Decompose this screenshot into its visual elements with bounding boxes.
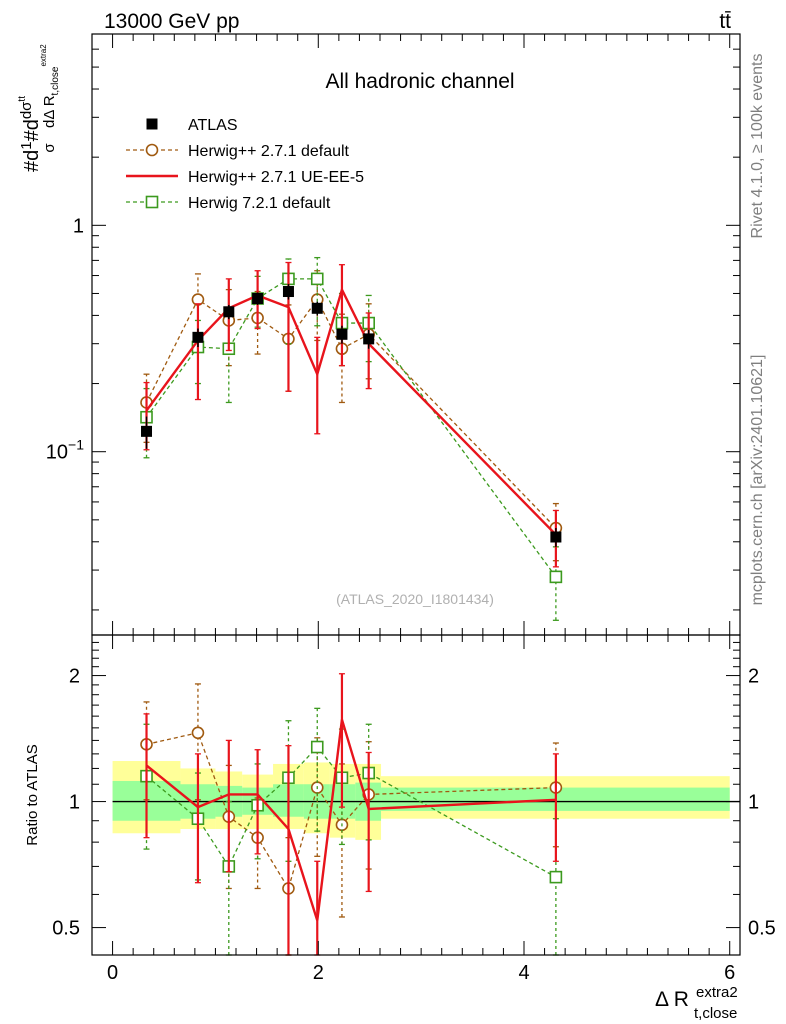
ratio-xtick-label: 6 <box>724 962 735 984</box>
svg-text:extra2: extra2 <box>696 984 738 1001</box>
rivet-version-label: Rivet 4.1.0, ≥ 100k events <box>749 54 766 239</box>
main-panel: All hadronic channel (ATLAS_2020_I180143… <box>17 33 741 636</box>
ratio-ytick-label-left: 2 <box>69 666 80 688</box>
ratio-ytick-label-right: 2 <box>748 666 759 688</box>
main-title: All hadronic channel <box>325 70 514 93</box>
series-line-herwig-7-2-1-default <box>145 278 557 578</box>
x-axis-label: Δ R extra2 t,close <box>655 984 738 1022</box>
xlabel-sup: extra2 <box>696 984 738 1001</box>
svg-text:#d1#ddσtt: #d1#ddσtt <box>17 96 43 172</box>
legend-label-herwig-2-7-1-default: Herwig++ 2.7.1 default <box>188 143 350 160</box>
ylabel-sub: t,close <box>50 66 61 95</box>
marker-square-filled <box>363 333 375 345</box>
ratio-xtick-label: 2 <box>313 962 324 984</box>
svg-text:t,close: t,close <box>694 1005 737 1022</box>
ylabel-sigma: σ <box>41 143 58 153</box>
main-ytick-label: 10−1 <box>46 437 84 464</box>
marker-circle-open <box>191 726 205 740</box>
legend: ATLAS Herwig++ 2.7.1 default Herwig++ 2.7.… <box>126 117 364 212</box>
mcplots-label: mcplots.cern.ch [arXiv:2401.10621] <box>749 355 766 606</box>
marker-square-filled <box>282 286 294 298</box>
series-line-herwig-2-7-1-default <box>145 298 557 529</box>
ratio-ylabel: Ratio to ATLAS <box>24 744 41 845</box>
marker-square-open <box>549 570 563 584</box>
ratio-ytick-label-left: 0.5 <box>52 918 80 940</box>
ratio-xtick-label: 4 <box>518 962 529 984</box>
ylabel-sup: extra2 <box>39 44 48 67</box>
energy-label: 13000 GeV pp <box>104 10 239 33</box>
ratio-ytick-label-right: 1 <box>748 792 759 814</box>
series-line-herwig-2-7-1-ue-ee-5 <box>145 286 557 536</box>
marker-square-filled <box>223 306 235 318</box>
marker-circle-open <box>145 143 159 157</box>
marker-square-filled <box>311 302 323 314</box>
marker-square-open <box>310 272 324 286</box>
marker-square-open <box>145 195 159 209</box>
ratio-panel: 2 2 1 1 0.5 0.5 0 2 4 6 Ratio to ATLAS Δ R extra2… <box>24 634 776 1022</box>
marker-square-open <box>549 870 563 884</box>
main-ytick-label: 1 <box>73 215 84 237</box>
ratio-ytick-label-right: 0.5 <box>748 918 776 940</box>
ylabel-den: dΔ R <box>41 95 58 128</box>
ylabel-d1: #d <box>21 150 43 172</box>
xlabel-sub: t,close <box>694 1005 737 1022</box>
ratio-frame <box>91 634 741 956</box>
ylabel-tt: tt <box>17 96 28 102</box>
main-ylabel: #d1#ddσtt σ dΔ Rt,closeextra2 <box>17 44 61 172</box>
ylabel-d: dσ <box>18 101 35 119</box>
main-ytick-base: 10 <box>46 442 68 464</box>
process-label: tt̄ <box>719 10 731 33</box>
svg-text:dΔ Rt,closeextra2: dΔ Rt,closeextra2 <box>39 44 61 128</box>
legend-label-atlas: ATLAS <box>188 117 238 134</box>
legend-label-herwig-7-2-1-default: Herwig 7.2.1 default <box>188 195 331 212</box>
series-line-herwig-2-7-1-default <box>146 732 556 891</box>
svg-text:σ: σ <box>41 143 58 153</box>
marker-square-filled <box>252 293 264 305</box>
marker-square-filled <box>141 425 153 437</box>
xlabel-main: Δ R <box>655 988 689 1011</box>
marker-square-filled <box>192 331 204 343</box>
ratio-xtick-label: 0 <box>107 962 118 984</box>
legend-label-herwig-2-7-1-ue-ee-5: Herwig++ 2.7.1 UE-EE-5 <box>188 169 364 186</box>
marker-square-open <box>310 740 324 754</box>
analysis-watermark: (ATLAS_2020_I1801434) <box>336 591 494 607</box>
marker-square-filled <box>146 118 158 130</box>
marker-square-filled <box>550 531 562 543</box>
main-ytick-exp: −1 <box>68 437 84 453</box>
svg-text:Δ R: Δ R <box>655 988 689 1011</box>
ylabel-mid: #d <box>21 119 43 141</box>
ratio-ytick-label-left: 1 <box>69 792 80 814</box>
marker-square-filled <box>336 328 348 340</box>
ylabel-frac: 1 <box>18 141 35 149</box>
